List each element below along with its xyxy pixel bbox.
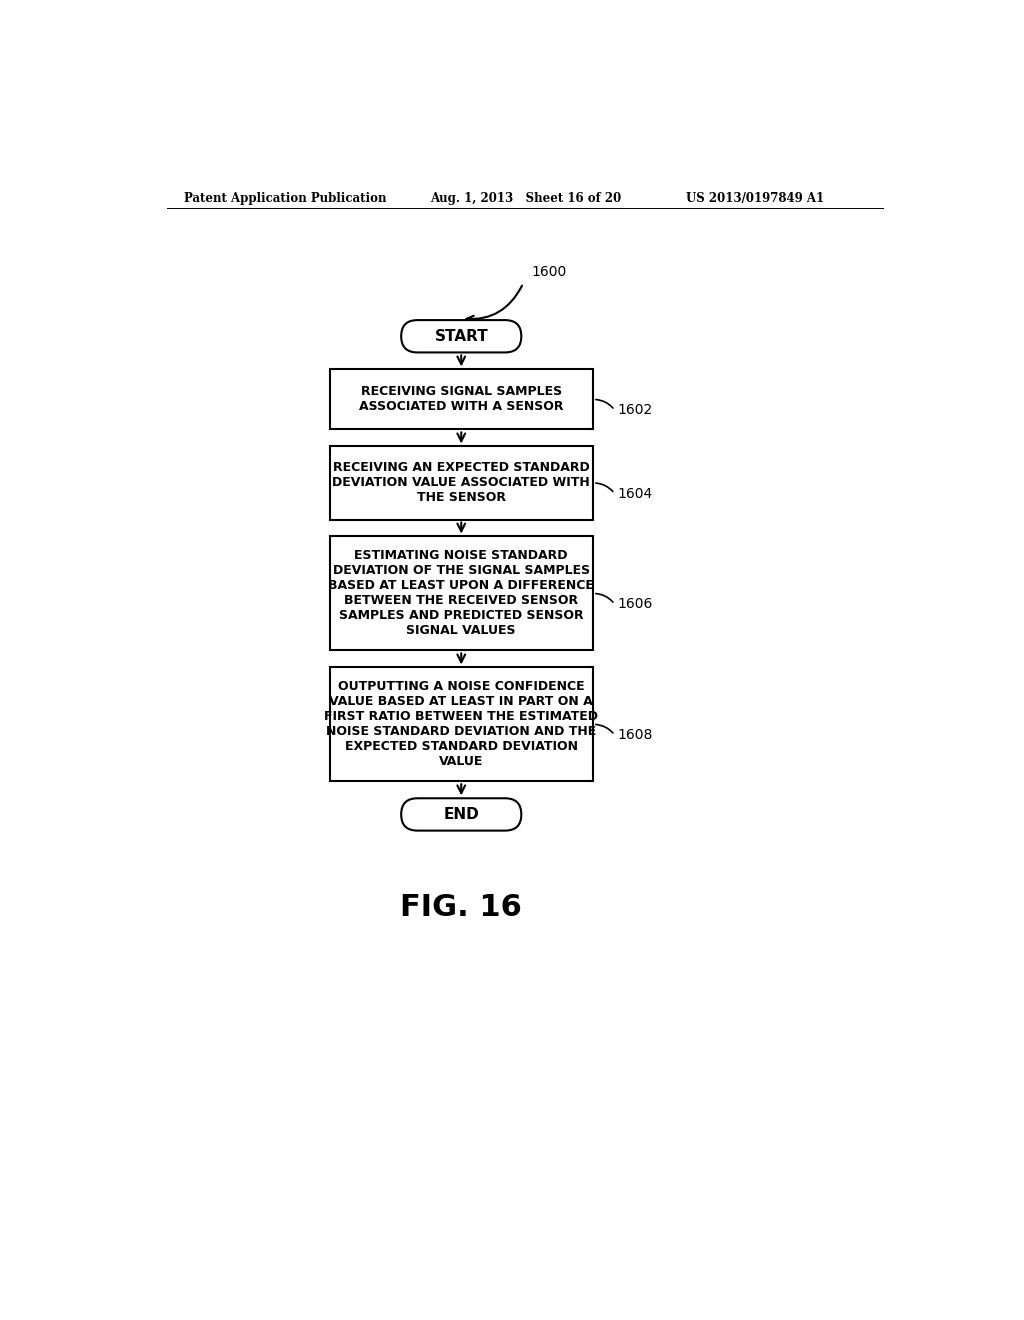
FancyArrowPatch shape — [596, 725, 613, 733]
Text: RECEIVING AN EXPECTED STANDARD
DEVIATION VALUE ASSOCIATED WITH
THE SENSOR: RECEIVING AN EXPECTED STANDARD DEVIATION… — [333, 462, 590, 504]
Text: OUTPUTTING A NOISE CONFIDENCE
VALUE BASED AT LEAST IN PART ON A
FIRST RATIO BETW: OUTPUTTING A NOISE CONFIDENCE VALUE BASE… — [325, 680, 598, 768]
Text: US 2013/0197849 A1: US 2013/0197849 A1 — [686, 191, 824, 205]
Text: FIG. 16: FIG. 16 — [400, 894, 522, 923]
Text: RECEIVING SIGNAL SAMPLES
ASSOCIATED WITH A SENSOR: RECEIVING SIGNAL SAMPLES ASSOCIATED WITH… — [359, 385, 563, 413]
FancyBboxPatch shape — [401, 321, 521, 352]
FancyBboxPatch shape — [330, 536, 593, 651]
FancyArrowPatch shape — [596, 483, 613, 491]
FancyBboxPatch shape — [401, 799, 521, 830]
FancyBboxPatch shape — [330, 370, 593, 429]
Text: Patent Application Publication: Patent Application Publication — [183, 191, 386, 205]
Text: Aug. 1, 2013   Sheet 16 of 20: Aug. 1, 2013 Sheet 16 of 20 — [430, 191, 622, 205]
Text: 1606: 1606 — [617, 597, 653, 611]
FancyBboxPatch shape — [330, 446, 593, 520]
FancyArrowPatch shape — [596, 594, 613, 602]
Text: 1602: 1602 — [617, 403, 653, 417]
FancyArrowPatch shape — [596, 400, 613, 408]
Text: START: START — [434, 329, 488, 343]
FancyArrowPatch shape — [466, 285, 522, 323]
Text: 1604: 1604 — [617, 487, 653, 500]
Text: END: END — [443, 807, 479, 822]
Text: 1608: 1608 — [617, 729, 653, 742]
Text: ESTIMATING NOISE STANDARD
DEVIATION OF THE SIGNAL SAMPLES
BASED AT LEAST UPON A : ESTIMATING NOISE STANDARD DEVIATION OF T… — [329, 549, 594, 638]
Text: 1600: 1600 — [531, 265, 566, 280]
FancyBboxPatch shape — [330, 668, 593, 781]
